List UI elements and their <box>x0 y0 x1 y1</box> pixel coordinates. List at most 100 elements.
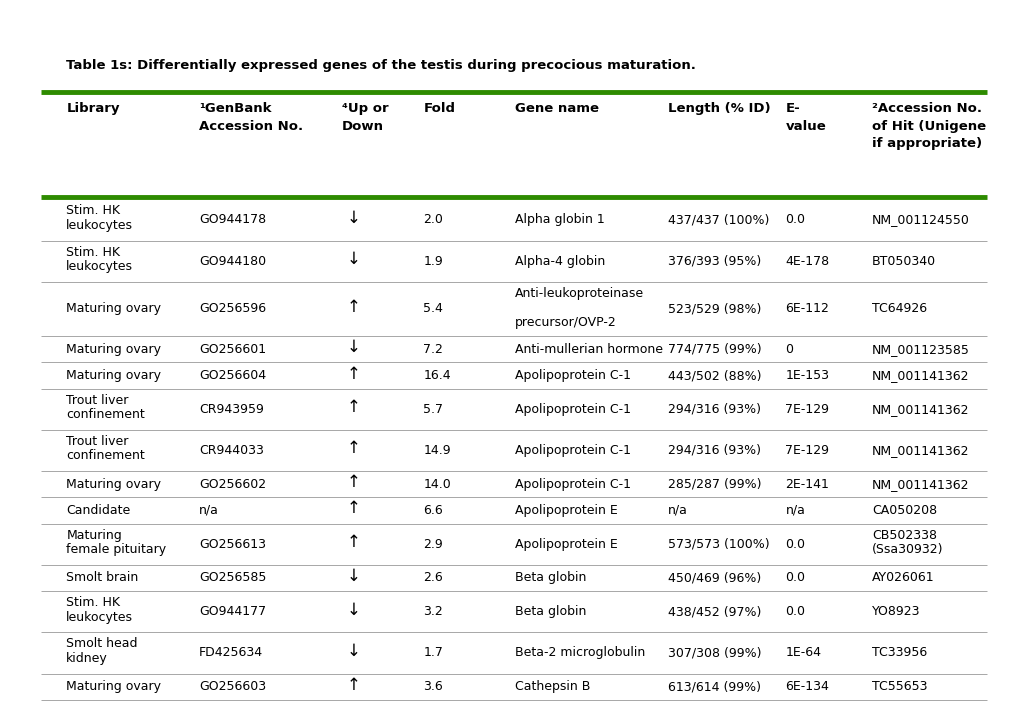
Text: ⁴Up or: ⁴Up or <box>341 102 388 115</box>
Text: 2E-141: 2E-141 <box>785 478 828 491</box>
Text: female pituitary: female pituitary <box>66 543 166 556</box>
Text: 450/469 (96%): 450/469 (96%) <box>667 572 760 585</box>
Text: CB502338: CB502338 <box>871 528 936 541</box>
Text: 7E-129: 7E-129 <box>785 402 828 415</box>
Text: ↑: ↑ <box>346 364 361 382</box>
Text: 307/308 (99%): 307/308 (99%) <box>667 647 761 660</box>
Text: E-: E- <box>785 102 799 115</box>
Text: Trout liver: Trout liver <box>66 435 128 448</box>
Text: 294/316 (93%): 294/316 (93%) <box>667 402 760 415</box>
Text: ↑: ↑ <box>346 398 361 416</box>
Text: Apolipoprotein C-1: Apolipoprotein C-1 <box>515 444 631 457</box>
Text: (Ssa30932): (Ssa30932) <box>871 543 943 556</box>
Text: Alpha globin 1: Alpha globin 1 <box>515 213 604 226</box>
Text: Stim. HK: Stim. HK <box>66 204 120 217</box>
Text: of Hit (Unigene: of Hit (Unigene <box>871 120 985 132</box>
Text: Table 1s: Differentially expressed genes of the testis during precocious maturat: Table 1s: Differentially expressed genes… <box>66 59 696 72</box>
Text: Beta globin: Beta globin <box>515 572 586 585</box>
Text: Beta globin: Beta globin <box>515 606 586 618</box>
Text: NM_001141362: NM_001141362 <box>871 402 969 415</box>
Text: Anti-leukoproteinase: Anti-leukoproteinase <box>515 287 644 300</box>
Text: 613/614 (99%): 613/614 (99%) <box>667 680 760 693</box>
Text: 0.0: 0.0 <box>785 572 805 585</box>
Text: Alpha-4 globin: Alpha-4 globin <box>515 255 604 268</box>
Text: 6E-112: 6E-112 <box>785 302 828 315</box>
Text: ↓: ↓ <box>346 642 361 660</box>
Text: Down: Down <box>341 120 383 132</box>
Text: 294/316 (93%): 294/316 (93%) <box>667 444 760 457</box>
Text: AY026061: AY026061 <box>871 572 933 585</box>
Text: GO256601: GO256601 <box>199 343 266 356</box>
Text: Apolipoprotein E: Apolipoprotein E <box>515 504 618 517</box>
Text: YO8923: YO8923 <box>871 606 920 618</box>
Text: n/a: n/a <box>667 504 687 517</box>
Text: leukocytes: leukocytes <box>66 219 133 232</box>
Text: ↓: ↓ <box>346 600 361 618</box>
Text: GO944178: GO944178 <box>199 213 266 226</box>
Text: Apolipoprotein C-1: Apolipoprotein C-1 <box>515 402 631 415</box>
Text: kidney: kidney <box>66 652 108 665</box>
Text: ↓: ↓ <box>346 250 361 268</box>
Text: 7E-129: 7E-129 <box>785 444 828 457</box>
Text: NM_001124550: NM_001124550 <box>871 213 969 226</box>
Text: Beta-2 microglobulin: Beta-2 microglobulin <box>515 647 645 660</box>
Text: Maturing ovary: Maturing ovary <box>66 343 161 356</box>
Text: Anti-mullerian hormone: Anti-mullerian hormone <box>515 343 662 356</box>
Text: value: value <box>785 120 825 132</box>
Text: Smolt head: Smolt head <box>66 637 138 650</box>
Text: TC33956: TC33956 <box>871 647 926 660</box>
Text: 774/775 (99%): 774/775 (99%) <box>667 343 761 356</box>
Text: Stim. HK: Stim. HK <box>66 246 120 258</box>
Text: Stim. HK: Stim. HK <box>66 596 120 609</box>
Text: 0.0: 0.0 <box>785 606 805 618</box>
Text: ↑: ↑ <box>346 298 361 316</box>
Text: Length (% ID): Length (% ID) <box>667 102 770 115</box>
Text: BT050340: BT050340 <box>871 255 935 268</box>
Text: GO256602: GO256602 <box>199 478 266 491</box>
Text: Gene name: Gene name <box>515 102 598 115</box>
Text: Candidate: Candidate <box>66 504 130 517</box>
Text: Accession No.: Accession No. <box>199 120 303 132</box>
Text: 0: 0 <box>785 343 793 356</box>
Text: Fold: Fold <box>423 102 454 115</box>
Text: 1.9: 1.9 <box>423 255 442 268</box>
Text: leukocytes: leukocytes <box>66 260 133 273</box>
Text: 6E-134: 6E-134 <box>785 680 828 693</box>
Text: Maturing ovary: Maturing ovary <box>66 369 161 382</box>
Text: ¹GenBank: ¹GenBank <box>199 102 271 115</box>
Text: TC64926: TC64926 <box>871 302 926 315</box>
Text: 438/452 (97%): 438/452 (97%) <box>667 606 761 618</box>
Text: CR944033: CR944033 <box>199 444 264 457</box>
Text: NM_001141362: NM_001141362 <box>871 478 969 491</box>
Text: ²Accession No.: ²Accession No. <box>871 102 981 115</box>
Text: Cathepsin B: Cathepsin B <box>515 680 590 693</box>
Text: 2.9: 2.9 <box>423 538 442 551</box>
Text: Maturing ovary: Maturing ovary <box>66 478 161 491</box>
Text: NM_001123585: NM_001123585 <box>871 343 969 356</box>
Text: GO256596: GO256596 <box>199 302 266 315</box>
Text: n/a: n/a <box>785 504 804 517</box>
Text: 523/529 (98%): 523/529 (98%) <box>667 302 761 315</box>
Text: 2.0: 2.0 <box>423 213 442 226</box>
Text: CR943959: CR943959 <box>199 402 264 415</box>
Text: GO256585: GO256585 <box>199 572 266 585</box>
Text: NM_001141362: NM_001141362 <box>871 369 969 382</box>
Text: Apolipoprotein C-1: Apolipoprotein C-1 <box>515 478 631 491</box>
Text: 1.7: 1.7 <box>423 647 442 660</box>
Text: ↓: ↓ <box>346 567 361 585</box>
Text: Library: Library <box>66 102 119 115</box>
Text: GO256613: GO256613 <box>199 538 266 551</box>
Text: 5.4: 5.4 <box>423 302 442 315</box>
Text: NM_001141362: NM_001141362 <box>871 444 969 457</box>
Text: 437/437 (100%): 437/437 (100%) <box>667 213 768 226</box>
Text: 6.6: 6.6 <box>423 504 442 517</box>
Text: if appropriate): if appropriate) <box>871 137 981 150</box>
Text: ↑: ↑ <box>346 500 361 518</box>
Text: precursor/OVP-2: precursor/OVP-2 <box>515 316 616 329</box>
Text: Maturing ovary: Maturing ovary <box>66 302 161 315</box>
Text: 0.0: 0.0 <box>785 538 805 551</box>
Text: leukocytes: leukocytes <box>66 611 133 624</box>
Text: confinement: confinement <box>66 449 145 462</box>
Text: ↓: ↓ <box>346 338 361 356</box>
Text: 0.0: 0.0 <box>785 213 805 226</box>
